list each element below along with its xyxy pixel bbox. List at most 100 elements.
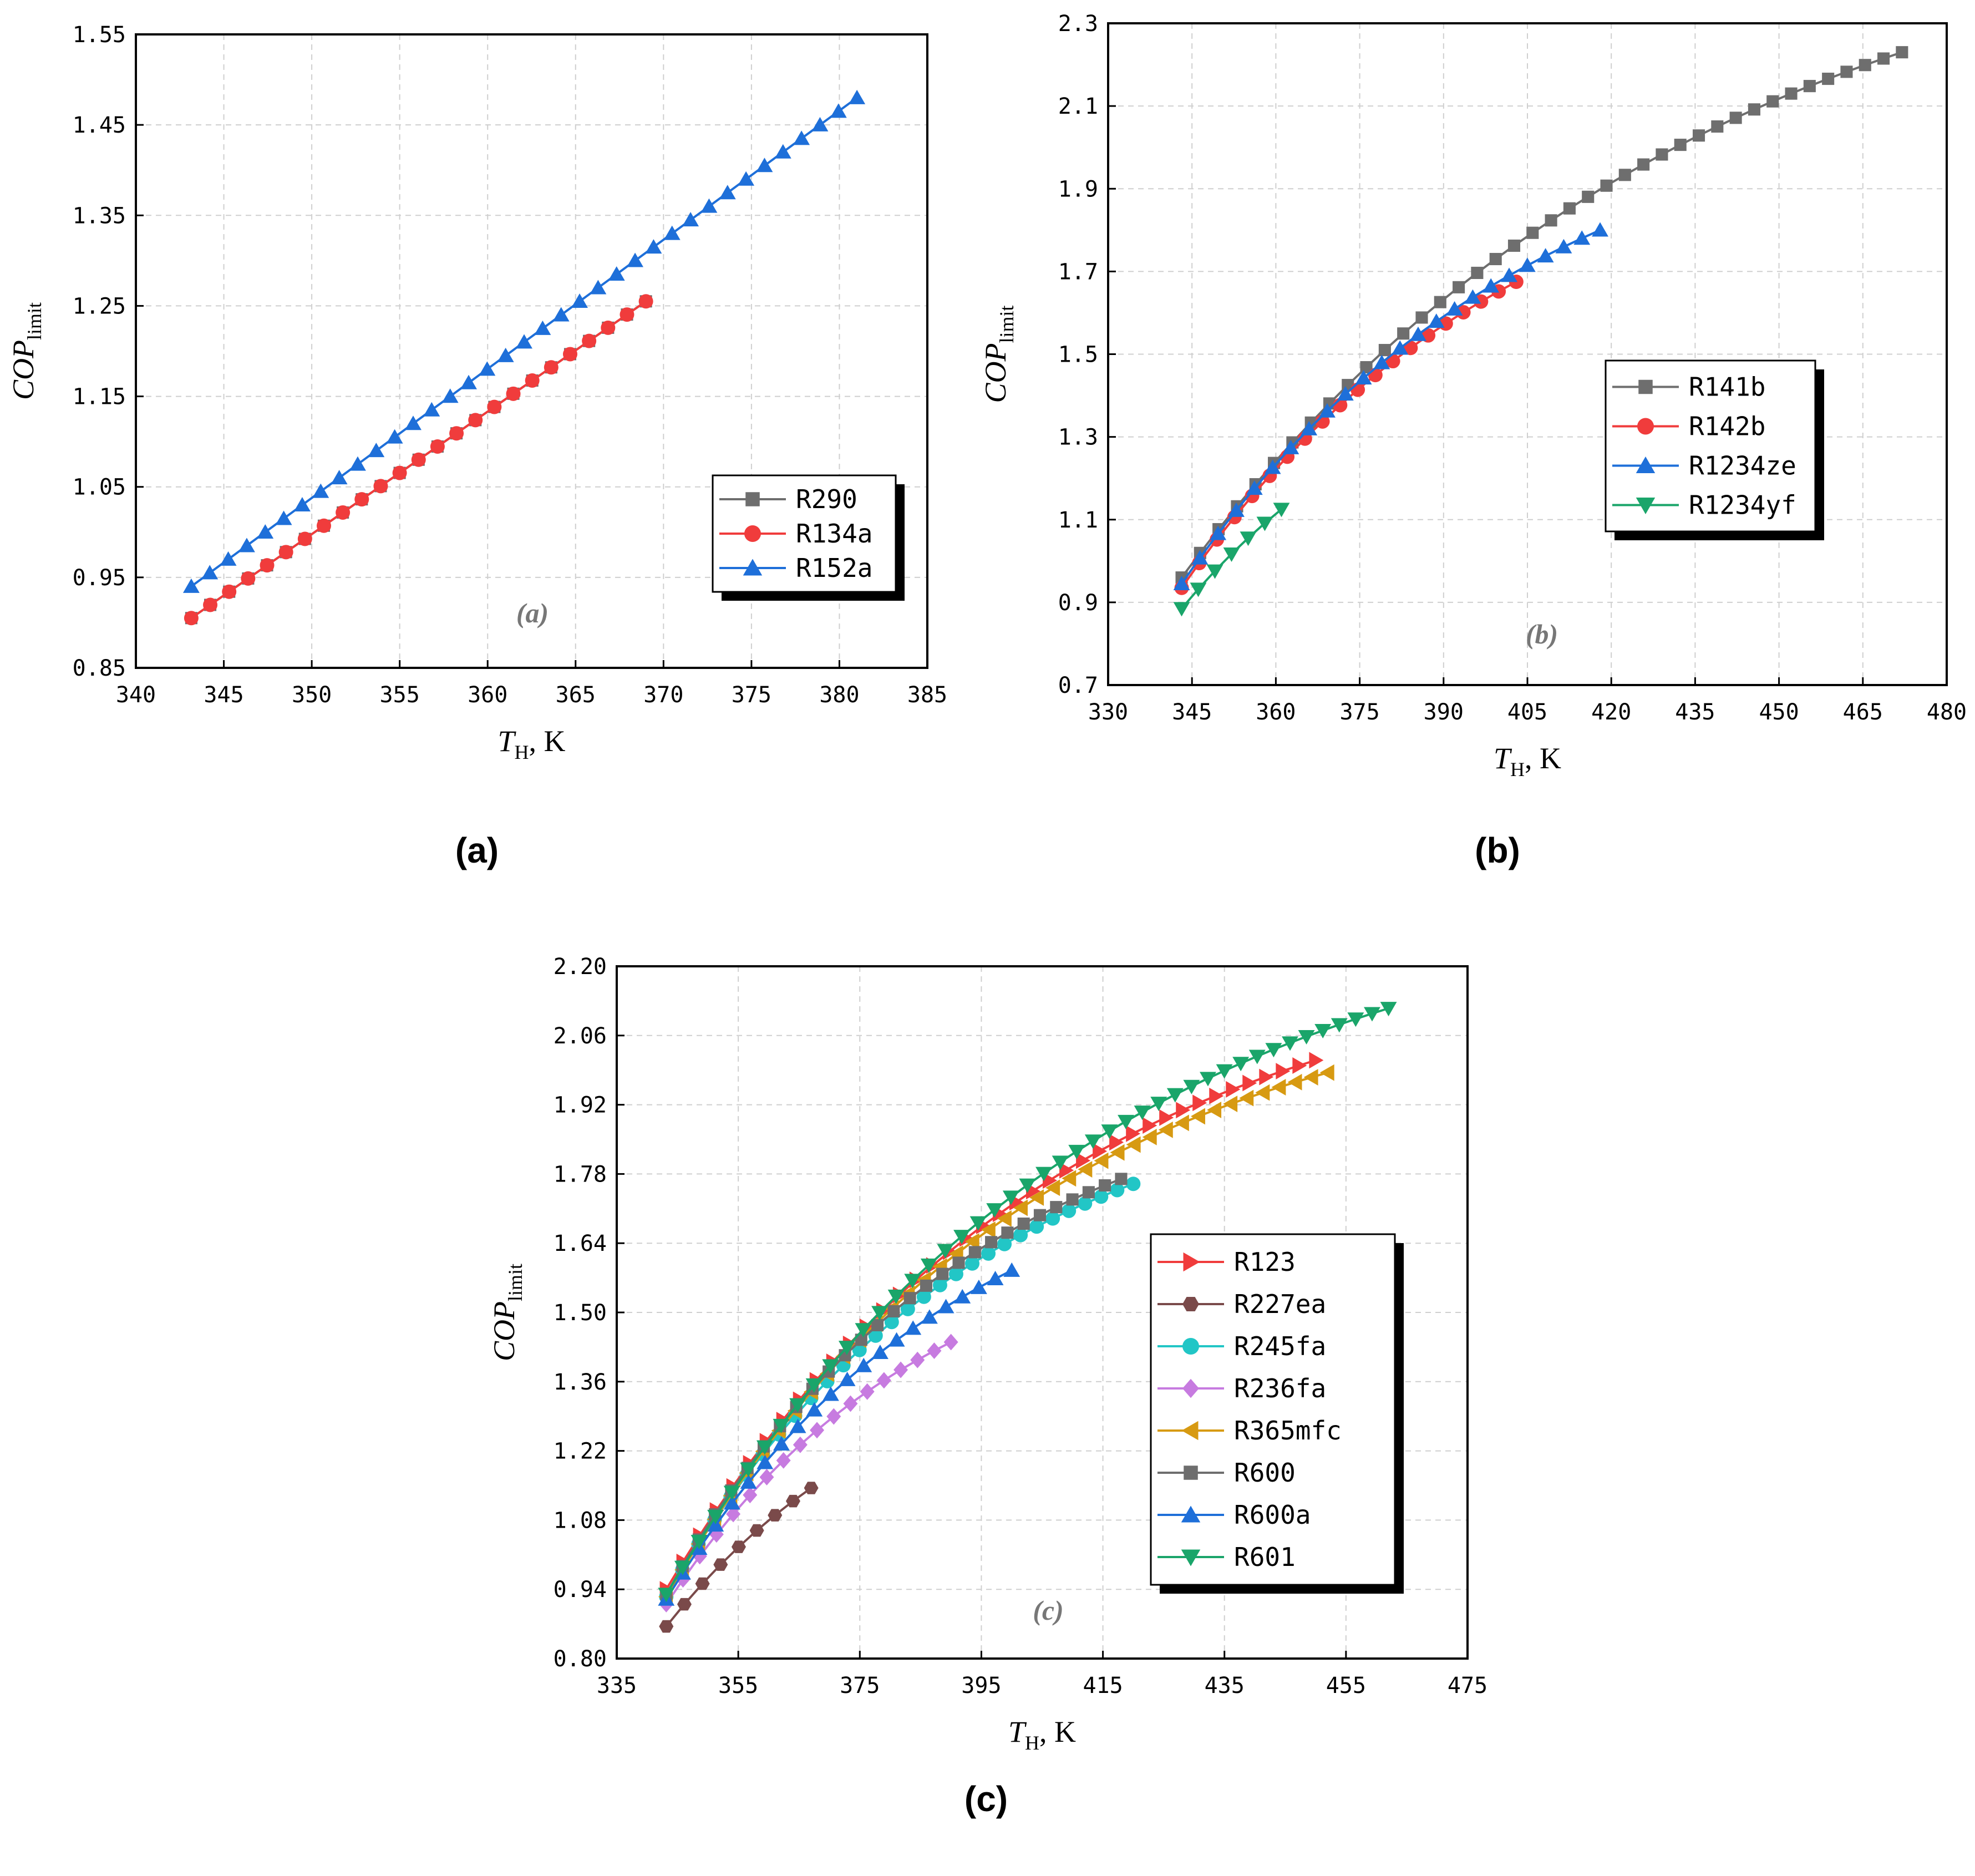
data-point-R134a bbox=[354, 492, 369, 507]
data-point-R152a bbox=[682, 212, 699, 227]
y-tick-label: 0.94 bbox=[554, 1577, 607, 1603]
data-point-R123 bbox=[1309, 1052, 1324, 1069]
data-point-R141b bbox=[1748, 103, 1760, 116]
data-point-R152a bbox=[516, 334, 532, 349]
panel-caption: (b) bbox=[1475, 830, 1520, 870]
data-point-R601 bbox=[1002, 1190, 1019, 1205]
x-tick-label: 375 bbox=[840, 1673, 880, 1698]
data-point-R601 bbox=[1298, 1030, 1315, 1045]
data-point-R134a bbox=[506, 386, 521, 401]
x-tick-label: 375 bbox=[732, 682, 771, 708]
data-point-R134a bbox=[297, 531, 312, 546]
data-point-R123 bbox=[1226, 1081, 1241, 1098]
data-point-R601 bbox=[1068, 1144, 1085, 1159]
series-R1234ze bbox=[1173, 222, 1608, 591]
data-point-R134a bbox=[203, 597, 218, 612]
data-point-R152a bbox=[441, 388, 459, 403]
plot-frame bbox=[616, 965, 1469, 1660]
data-point-R152a bbox=[405, 415, 422, 430]
legend-box bbox=[1150, 1233, 1396, 1586]
legend-label: R600 bbox=[1234, 1458, 1296, 1488]
data-point-R601 bbox=[707, 1509, 724, 1524]
data-point-R600a bbox=[740, 1474, 757, 1489]
data-point-R245fa bbox=[964, 1256, 979, 1271]
legend-label: R123 bbox=[1234, 1247, 1296, 1277]
inner-panel-label: (a) bbox=[516, 597, 549, 628]
data-point-R365mfc bbox=[1142, 1128, 1157, 1145]
data-point-R245fa bbox=[1094, 1189, 1109, 1204]
legend-item-R227ea: R227ea bbox=[1157, 1289, 1326, 1319]
x-tick-label: 475 bbox=[1448, 1673, 1487, 1698]
data-point-R152a bbox=[645, 239, 662, 254]
data-point-R600a bbox=[937, 1299, 955, 1314]
data-point-R601 bbox=[871, 1306, 889, 1321]
data-point-R601 bbox=[822, 1359, 839, 1374]
data-point-R152a bbox=[423, 402, 440, 417]
y-tick-label: 1.08 bbox=[554, 1508, 607, 1533]
x-tick-label: 450 bbox=[1759, 699, 1799, 725]
data-point-R601 bbox=[691, 1534, 708, 1549]
data-point-R236fa bbox=[810, 1422, 825, 1439]
x-tick-label: 380 bbox=[819, 682, 859, 708]
data-point-R245fa bbox=[1126, 1177, 1141, 1191]
data-point-R600a bbox=[921, 1309, 938, 1324]
legend-swatch-marker bbox=[743, 559, 763, 576]
data-point-R1234ze bbox=[1373, 354, 1390, 369]
x-tick-label: 360 bbox=[468, 682, 507, 708]
data-point-R134a bbox=[411, 452, 426, 467]
legend: R123 R227ea R245fa R236fa R365mfc R600 R600a R6… bbox=[1150, 1233, 1404, 1594]
data-point-R227ea bbox=[659, 1620, 674, 1633]
x-tick-label: 385 bbox=[907, 682, 947, 708]
data-point-R245fa bbox=[1078, 1196, 1093, 1211]
data-point-R141b bbox=[1545, 214, 1557, 227]
data-point-R152a bbox=[756, 158, 773, 173]
series-R600a bbox=[658, 1262, 1020, 1606]
data-point-R134a bbox=[336, 505, 351, 520]
data-point-R365mfc bbox=[1013, 1199, 1028, 1216]
y-tick-label: 1.3 bbox=[1058, 425, 1098, 450]
data-point-R600a bbox=[987, 1270, 1004, 1285]
data-point-R601 bbox=[920, 1258, 937, 1273]
data-point-R134a bbox=[392, 465, 407, 480]
data-point-R152a bbox=[479, 361, 496, 376]
data-point-R601 bbox=[658, 1588, 675, 1603]
data-point-R141b bbox=[1489, 252, 1502, 266]
data-point-R365mfc bbox=[1287, 1073, 1302, 1091]
y-tick-label: 2.1 bbox=[1058, 94, 1098, 119]
y-tick-label: 1.45 bbox=[73, 113, 126, 138]
data-point-R152a bbox=[571, 293, 588, 308]
data-point-R601 bbox=[838, 1341, 855, 1356]
legend-item-R152a: R152a bbox=[719, 553, 872, 583]
data-point-R600 bbox=[1115, 1173, 1128, 1185]
data-point-R601 bbox=[1314, 1023, 1332, 1038]
data-point-R1234ze bbox=[1537, 248, 1554, 263]
data-point-R1234ze bbox=[1337, 386, 1354, 401]
data-point-R365mfc bbox=[1255, 1084, 1270, 1101]
data-point-R245fa bbox=[1062, 1203, 1077, 1218]
data-point-R601 bbox=[1200, 1072, 1216, 1087]
data-point-R134a bbox=[373, 479, 388, 494]
data-point-R134a bbox=[260, 558, 275, 573]
data-point-R601 bbox=[723, 1485, 740, 1500]
data-point-R601 bbox=[1150, 1097, 1167, 1112]
legend: R290 R134a R152a bbox=[712, 474, 905, 601]
data-point-R245fa bbox=[948, 1266, 963, 1281]
y-tick-label: 1.22 bbox=[554, 1439, 607, 1464]
chart-panel-b: 330 345 360 375 390 405 420 435 450 465 480 0.7 0.9 1… bbox=[979, 11, 1967, 870]
data-point-R152a bbox=[182, 578, 200, 593]
legend-label: R1234yf bbox=[1689, 490, 1796, 520]
data-point-R600a bbox=[806, 1402, 823, 1417]
data-point-R600 bbox=[1082, 1186, 1095, 1199]
data-point-R365mfc bbox=[1126, 1136, 1141, 1153]
series-group bbox=[182, 89, 866, 626]
data-point-R236fa bbox=[860, 1383, 875, 1400]
y-tick-label: 1.36 bbox=[554, 1370, 607, 1395]
data-point-R1234ze bbox=[1319, 403, 1336, 418]
data-point-R365mfc bbox=[1190, 1108, 1205, 1125]
data-point-R152a bbox=[238, 538, 255, 552]
data-point-R152a bbox=[774, 144, 791, 159]
data-point-R245fa bbox=[1110, 1183, 1125, 1198]
data-point-R600a bbox=[822, 1386, 839, 1401]
data-point-R1234ze bbox=[1210, 525, 1227, 540]
data-point-R600 bbox=[1033, 1209, 1047, 1221]
